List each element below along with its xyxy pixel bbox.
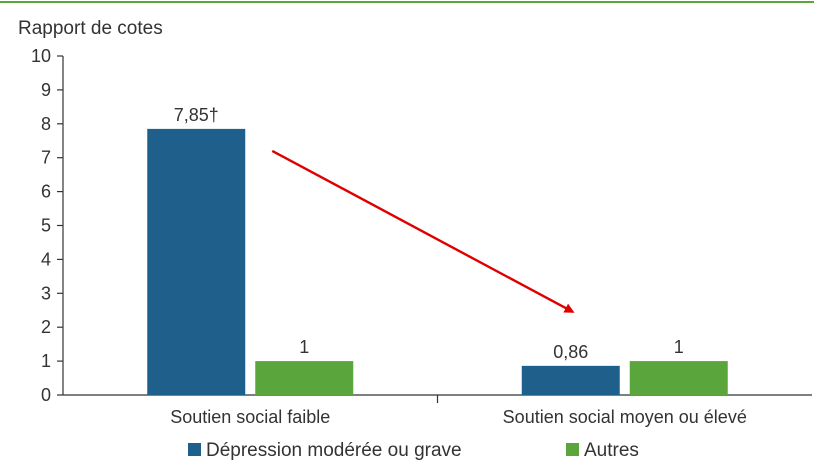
y-tick-label: 6: [41, 182, 51, 202]
y-axis: 0 1 2 3 4 5 6 7 8 9 10: [31, 46, 64, 405]
bar: [521, 365, 620, 395]
y-tick-label: 8: [41, 114, 51, 134]
y-tick-label: 5: [41, 216, 51, 236]
annotation: [271, 149, 575, 313]
y-tick-label: 7: [41, 148, 51, 168]
legend: Dépression modérée ou grave Autres: [188, 440, 639, 461]
bar: [629, 361, 728, 395]
bar-value-label: 1: [674, 337, 684, 357]
bar-value-label: 0,86: [553, 342, 588, 362]
legend-label: Autres: [584, 440, 639, 461]
legend-swatch: [566, 443, 579, 456]
legend-label: Dépression modérée ou grave: [206, 440, 462, 461]
bar-value-label: 1: [299, 337, 309, 357]
annotation-arrow: [271, 149, 575, 313]
x-category-label: Soutien social moyen ou élevé: [503, 407, 747, 427]
x-axis: Soutien social faible Soutien social moye…: [63, 394, 812, 427]
y-tick-label: 9: [41, 80, 51, 100]
bar-value-label: 7,85†: [174, 105, 219, 125]
y-tick-label: 10: [31, 46, 51, 66]
bar: [147, 128, 246, 395]
y-axis-title: Rapport de cotes: [18, 18, 163, 39]
x-category-label: Soutien social faible: [170, 407, 330, 427]
y-tick-label: 0: [41, 385, 51, 405]
y-tick-label: 1: [41, 351, 51, 371]
bar: [255, 361, 354, 395]
legend-swatch: [188, 443, 201, 456]
y-tick-label: 3: [41, 283, 51, 303]
bars: 7,85† 0,86 1 1: [147, 105, 728, 395]
y-tick-label: 2: [41, 317, 51, 337]
y-tick-label: 4: [41, 249, 51, 269]
